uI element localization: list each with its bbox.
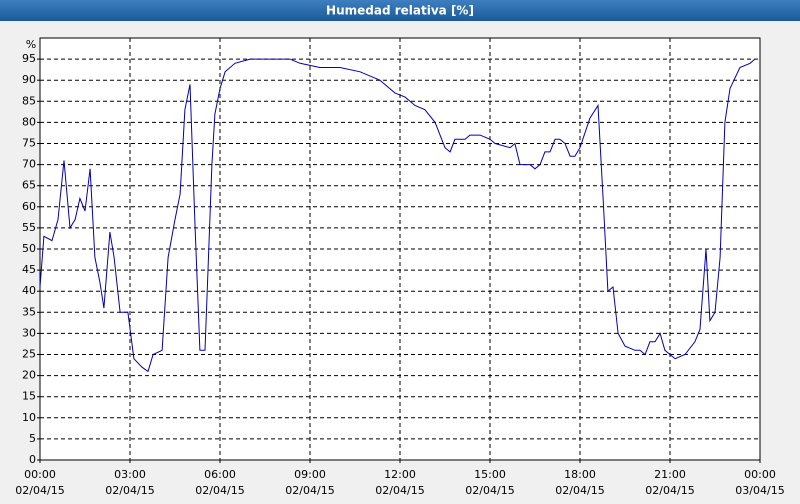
x-tick-date: 02/04/15 <box>285 484 334 497</box>
x-tick-date: 02/04/15 <box>195 484 244 497</box>
x-tick-label: 12:00 <box>384 468 416 481</box>
x-tick-label: 21:00 <box>654 468 686 481</box>
x-tick-label: 15:00 <box>474 468 506 481</box>
x-tick-date: 03/04/15 <box>735 484 784 497</box>
y-tick-label: 45 <box>22 263 36 276</box>
x-tick-date: 02/04/15 <box>15 484 64 497</box>
y-tick-label: 50 <box>22 242 36 255</box>
x-tick-label: 03:00 <box>114 468 146 481</box>
title-bar <box>0 0 800 21</box>
x-tick-label: 06:00 <box>204 468 236 481</box>
x-tick-date: 02/04/15 <box>645 484 694 497</box>
y-tick-label: 35 <box>22 305 36 318</box>
y-tick-label: 55 <box>22 221 36 234</box>
x-tick-label: 18:00 <box>564 468 596 481</box>
x-tick-label: 09:00 <box>294 468 326 481</box>
y-tick-label: 75 <box>22 137 36 150</box>
y-tick-label: 60 <box>22 200 36 213</box>
x-tick-date: 02/04/15 <box>465 484 514 497</box>
y-tick-label: 95 <box>22 52 36 65</box>
y-tick-label: 25 <box>22 348 36 361</box>
y-tick-label: 10 <box>22 411 36 424</box>
x-tick-label: 00:00 <box>24 468 56 481</box>
x-tick-date: 02/04/15 <box>555 484 604 497</box>
y-tick-label: 40 <box>22 284 36 297</box>
data-line <box>39 58 756 373</box>
y-tick-label: 15 <box>22 390 36 403</box>
y-tick-label: 70 <box>22 158 36 171</box>
y-tick-label: 5 <box>29 432 36 445</box>
y-tick-label: 20 <box>22 369 36 382</box>
x-tick-date: 02/04/15 <box>375 484 424 497</box>
y-tick-label: 30 <box>22 326 36 339</box>
x-tick-label: 00:00 <box>744 468 776 481</box>
y-tick-label: 85 <box>22 94 36 107</box>
y-tick-label: 65 <box>22 179 36 192</box>
y-unit: % <box>26 38 36 51</box>
chart-title: Humedad relativa [%] <box>326 4 474 18</box>
y-tick-label: 0 <box>29 453 36 466</box>
y-tick-label: 80 <box>22 115 36 128</box>
y-tick-label: 90 <box>22 73 36 86</box>
x-tick-date: 02/04/15 <box>105 484 154 497</box>
